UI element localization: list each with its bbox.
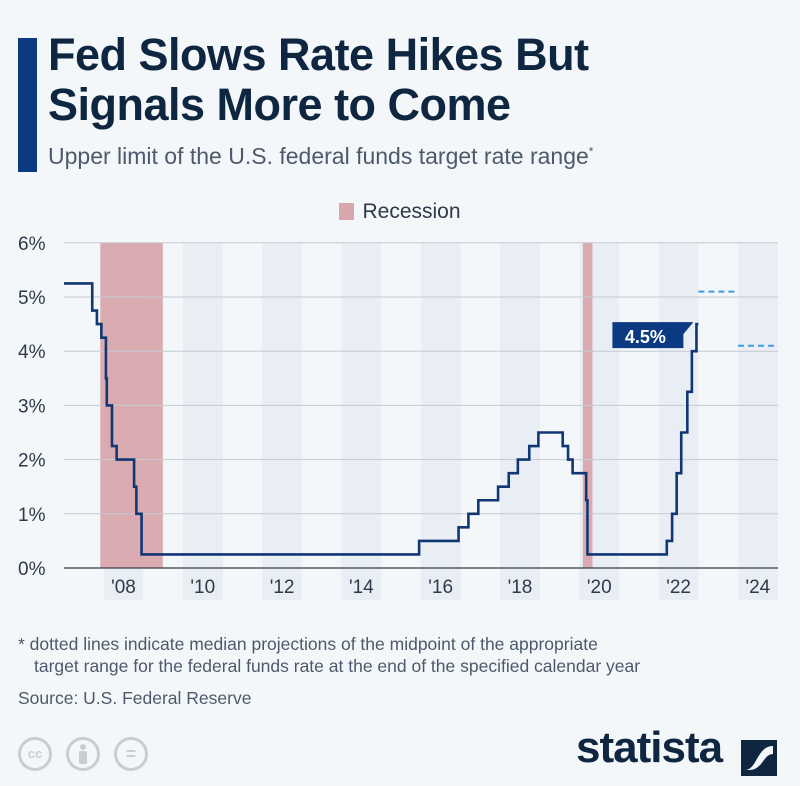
y-tick-label: 6% <box>18 234 46 255</box>
footnote-line-1: * dotted lines indicate median projectio… <box>18 634 598 654</box>
chart-subtitle: Upper limit of the U.S. federal funds ta… <box>48 143 593 170</box>
title-line-1: Fed Slows Rate Hikes But <box>48 29 589 80</box>
footnote-line-2: target range for the federal funds rate … <box>34 656 641 676</box>
x-tick-label: '18 <box>508 577 533 598</box>
chart: 0% 1% 2% 3% 4% 5% 6% '08 '10 '12 '14 '16 '18 '20 '22 '2… <box>18 234 778 601</box>
year-band <box>658 242 699 601</box>
footnote: * dotted lines indicate median projectio… <box>18 633 798 677</box>
x-tick-label: '20 <box>587 577 612 598</box>
year-band <box>341 242 382 601</box>
legend: Recession <box>0 200 800 224</box>
year-band <box>420 242 461 601</box>
y-tick-label: 1% <box>18 505 46 526</box>
x-tick-label: '14 <box>349 577 374 598</box>
statista-logo[interactable]: statista <box>576 723 723 772</box>
annotation-label: 4.5% <box>625 327 666 347</box>
legend-label-recession: Recession <box>362 200 461 223</box>
legend-swatch-recession <box>339 203 355 220</box>
subtitle-text: Upper limit of the U.S. federal funds ta… <box>48 143 589 169</box>
y-tick-label: 2% <box>18 451 46 472</box>
subtitle-marker: * <box>588 144 594 159</box>
by-icon[interactable] <box>66 737 100 771</box>
statista-logo-mark-icon <box>741 740 777 776</box>
title-accent-bar <box>18 38 37 172</box>
year-band <box>738 242 778 601</box>
title-line-2: Signals More to Come <box>48 79 511 130</box>
x-tick-label: '16 <box>428 577 453 598</box>
annotation-box <box>612 322 694 349</box>
cc-icon[interactable]: cc <box>18 737 52 771</box>
y-tick-label: 5% <box>18 288 46 309</box>
y-tick-label: 4% <box>18 342 46 363</box>
y-tick-label: 3% <box>18 396 46 417</box>
year-band <box>182 242 223 601</box>
x-tick-label: '12 <box>270 577 295 598</box>
rate-line <box>64 282 699 556</box>
x-tick-label: '22 <box>666 577 691 598</box>
y-tick-label: 0% <box>18 559 46 580</box>
chart-title: Fed Slows Rate Hikes But Signals More to… <box>48 30 589 130</box>
x-tick-label: '24 <box>745 577 770 598</box>
source: Source: U.S. Federal Reserve <box>18 688 252 708</box>
year-band <box>500 242 540 601</box>
x-tick-label: '10 <box>190 577 215 598</box>
nd-icon[interactable]: = <box>114 737 148 771</box>
x-tick-label: '08 <box>111 577 136 598</box>
year-band <box>262 242 302 601</box>
